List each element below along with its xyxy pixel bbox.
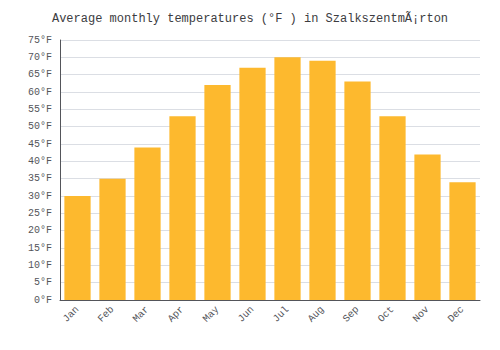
svg-text:65°F: 65°F	[28, 69, 52, 80]
svg-text:10°F: 10°F	[28, 260, 52, 271]
svg-text:Feb: Feb	[96, 304, 116, 324]
svg-text:45°F: 45°F	[28, 139, 52, 150]
svg-text:Aug: Aug	[306, 304, 326, 324]
svg-text:0°F: 0°F	[34, 295, 52, 306]
svg-text:75°F: 75°F	[28, 35, 52, 46]
svg-text:35°F: 35°F	[28, 173, 52, 184]
svg-text:30°F: 30°F	[28, 191, 52, 202]
svg-text:Sep: Sep	[341, 304, 361, 324]
svg-text:Nov: Nov	[411, 304, 431, 324]
svg-text:5°F: 5°F	[34, 277, 52, 288]
svg-text:20°F: 20°F	[28, 225, 52, 236]
svg-text:Jun: Jun	[236, 304, 256, 324]
svg-text:Average monthly temperatures (: Average monthly temperatures (°F ) in Sz…	[52, 11, 448, 26]
svg-text:70°F: 70°F	[28, 52, 52, 63]
svg-text:Jan: Jan	[61, 304, 81, 324]
svg-text:Dec: Dec	[446, 304, 466, 324]
svg-text:25°F: 25°F	[28, 208, 52, 219]
svg-text:50°F: 50°F	[28, 121, 52, 132]
svg-text:Jul: Jul	[271, 304, 291, 324]
svg-text:40°F: 40°F	[28, 156, 52, 167]
svg-text:May: May	[201, 304, 221, 324]
svg-text:15°F: 15°F	[28, 243, 52, 254]
svg-text:60°F: 60°F	[28, 87, 52, 98]
svg-text:Apr: Apr	[166, 304, 186, 324]
svg-text:Mar: Mar	[131, 304, 151, 324]
svg-text:Oct: Oct	[376, 304, 396, 324]
svg-text:55°F: 55°F	[28, 104, 52, 115]
